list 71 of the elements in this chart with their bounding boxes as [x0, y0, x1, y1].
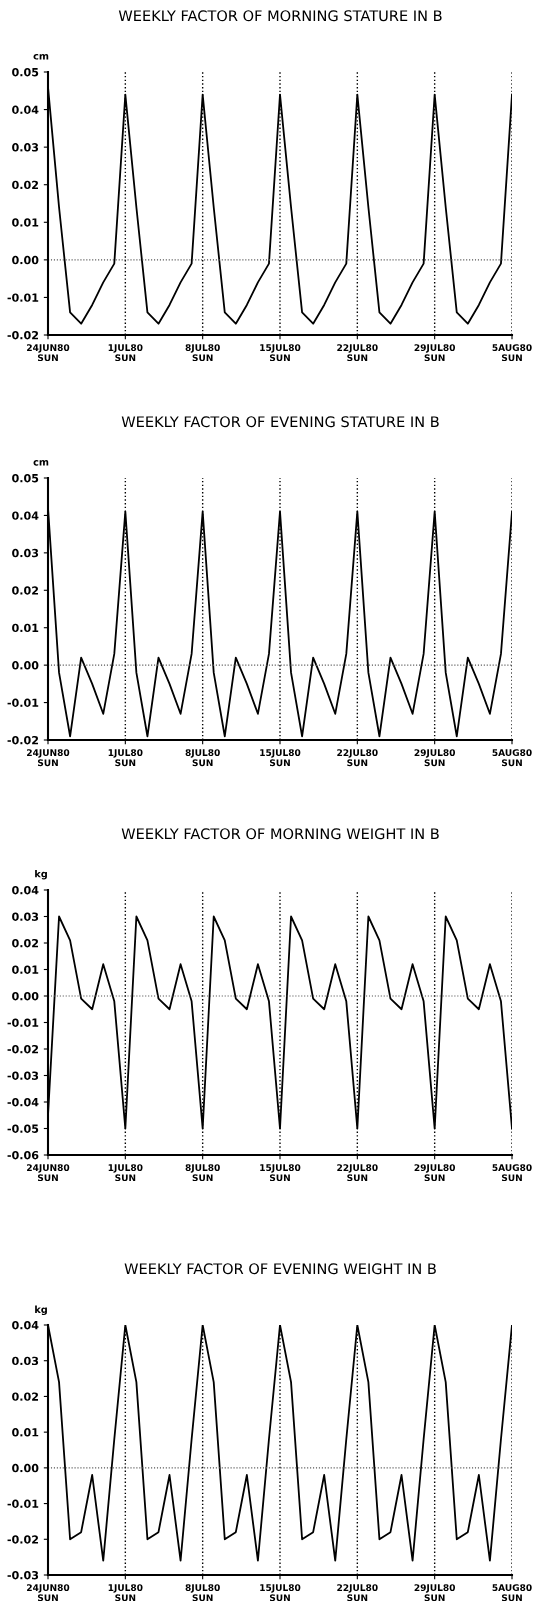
y-tick-label: -0.04	[7, 1097, 39, 1107]
y-tick-label: -0.06	[7, 1150, 39, 1160]
x-tick-label: 5AUG80 SUN	[492, 1584, 532, 1602]
x-tick-label: 15JUL80 SUN	[260, 1584, 301, 1602]
y-tick-label: 0.03	[12, 912, 39, 921]
x-tick-label: 24JUN80 SUN	[27, 344, 70, 362]
y-tick-label: -0.01	[7, 1499, 39, 1508]
x-tick-label: 22JUL80 SUN	[337, 344, 378, 362]
y-tick-label: 0.04	[12, 1320, 39, 1330]
y-tick-label: 0.02	[12, 586, 39, 595]
x-tick-label: 5AUG80 SUN	[492, 1164, 532, 1182]
y-tick-label: -0.01	[7, 293, 39, 302]
chart-title: WEEKLY FACTOR OF EVENING STATURE IN B	[121, 416, 439, 428]
y-axis-title: cm	[33, 54, 49, 60]
x-tick-label: 22JUL80 SUN	[337, 749, 378, 767]
y-tick-label: 0.04	[12, 105, 39, 114]
x-tick-label: 5AUG80 SUN	[492, 344, 532, 362]
y-tick-label: -0.03	[7, 1071, 39, 1080]
y-tick-label: -0.02	[7, 1535, 39, 1544]
x-tick-label: 1JUL80 SUN	[108, 749, 143, 767]
y-tick-label: -0.02	[7, 1044, 39, 1054]
x-tick-label: 15JUL80 SUN	[260, 1164, 301, 1182]
y-tick-label: 0.03	[12, 143, 39, 152]
x-tick-label: 29JUL80 SUN	[414, 344, 456, 362]
y-tick-label: 0.01	[12, 218, 39, 227]
x-tick-label: 24JUN80 SUN	[27, 749, 70, 767]
y-axis-title: kg	[35, 1305, 47, 1315]
y-tick-label: 0.04	[12, 511, 39, 520]
x-tick-label: 5AUG80 SUN	[492, 749, 532, 767]
y-tick-label: 0.02	[12, 1392, 39, 1401]
y-axis-title: kg	[35, 869, 47, 880]
y-tick-label: -0.01	[7, 698, 39, 707]
y-tick-label: 0.00	[12, 661, 39, 670]
y-tick-label: 0.01	[12, 1428, 39, 1437]
y-tick-label: -0.03	[7, 1570, 39, 1580]
y-tick-label: 0.03	[12, 1356, 39, 1366]
x-tick-label: 1JUL80 SUN	[108, 1164, 143, 1182]
x-tick-label: 29JUL80 SUN	[414, 749, 456, 767]
y-tick-label: -0.02	[7, 330, 39, 340]
y-tick-label: 0.00	[12, 991, 39, 1001]
chart-title: WEEKLY FACTOR OF MORNING WEIGHT IN B	[121, 828, 439, 840]
x-tick-label: 24JUN80 SUN	[27, 1164, 70, 1182]
x-tick-label: 29JUL80 SUN	[414, 1584, 456, 1602]
y-tick-label: -0.02	[7, 735, 39, 745]
y-tick-label: 0.00	[12, 255, 39, 265]
y-tick-label: 0.01	[12, 623, 39, 633]
x-tick-label: 29JUL80 SUN	[414, 1164, 456, 1182]
y-tick-label: -0.01	[7, 1018, 39, 1027]
x-tick-label: 8JUL80 SUN	[185, 1164, 220, 1182]
y-tick-label: 0.00	[12, 1463, 39, 1473]
x-tick-label: 8JUL80 SUN	[185, 749, 220, 767]
x-tick-label: 1JUL80 SUN	[108, 344, 143, 362]
x-tick-label: 22JUL80 SUN	[337, 1584, 378, 1602]
y-tick-label: 0.05	[12, 67, 39, 77]
x-tick-label: 24JUN80 SUN	[27, 1584, 70, 1602]
x-tick-label: 1JUL80 SUN	[108, 1584, 143, 1602]
y-tick-label: 0.02	[12, 180, 39, 190]
y-axis-title: cm	[33, 460, 49, 466]
y-tick-label: 0.03	[12, 548, 39, 558]
y-tick-label: 0.04	[12, 885, 39, 895]
y-tick-label: 0.05	[12, 473, 39, 483]
x-tick-label: 8JUL80 SUN	[185, 344, 220, 362]
x-tick-label: 15JUL80 SUN	[260, 344, 301, 362]
y-tick-label: 0.01	[12, 965, 39, 974]
chart-title: WEEKLY FACTOR OF MORNING STATURE IN B	[118, 10, 442, 22]
x-tick-label: 22JUL80 SUN	[337, 1164, 378, 1182]
chart-title: WEEKLY FACTOR OF EVENING WEIGHT IN B	[124, 1263, 436, 1275]
y-tick-label: 0.02	[12, 938, 39, 948]
x-tick-label: 8JUL80 SUN	[185, 1584, 220, 1602]
y-tick-label: -0.05	[7, 1124, 39, 1133]
x-tick-label: 15JUL80 SUN	[260, 749, 301, 767]
